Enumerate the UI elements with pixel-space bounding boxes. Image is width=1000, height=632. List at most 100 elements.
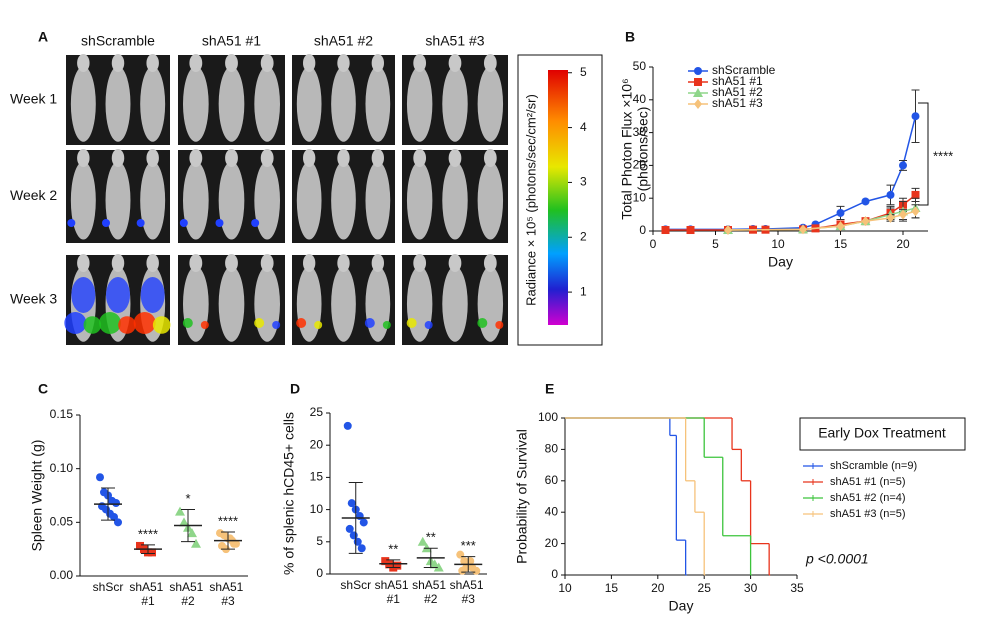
x-tick-label: 10 xyxy=(558,581,572,595)
sd-bar xyxy=(461,556,476,573)
mouse-head xyxy=(225,254,238,272)
x-tick-label: 5 xyxy=(712,237,719,251)
x-tick-label: 20 xyxy=(896,237,910,251)
annotation: p <0.0001 xyxy=(805,551,869,567)
column-header: shA51 #1 xyxy=(202,33,261,49)
marker xyxy=(175,506,185,516)
signal xyxy=(296,318,307,328)
mouse-head xyxy=(77,54,90,72)
colorbar-tick-label: 2 xyxy=(580,229,587,243)
signal xyxy=(314,321,323,329)
y-tick-label: 0.05 xyxy=(50,515,74,529)
row-header: Week 1 xyxy=(10,91,57,107)
marker xyxy=(187,528,197,538)
mouse-head xyxy=(302,149,316,167)
y-tick-label: 100 xyxy=(538,410,558,424)
y-tick-label: 20 xyxy=(545,536,559,550)
sd-bar xyxy=(221,531,235,550)
x-tick-label: shA51 #1 xyxy=(375,578,412,606)
mouse xyxy=(182,266,209,342)
y-tick-label: 5 xyxy=(316,534,323,548)
mouse-head xyxy=(371,149,385,167)
marker xyxy=(433,562,444,572)
y-axis-title: % of splenic hCD45+ cells xyxy=(281,412,297,575)
signal xyxy=(215,219,224,227)
signal xyxy=(102,219,110,227)
x-tick-label: shA51 #3 xyxy=(450,578,487,606)
mouse-head xyxy=(260,254,274,272)
fit-line xyxy=(665,194,916,231)
signal xyxy=(495,321,504,329)
marker xyxy=(345,524,354,533)
mouse xyxy=(477,66,504,142)
colorbar-label: Radiance × 10⁵ (photons/sec/cm²/sr) xyxy=(523,94,538,306)
mouse xyxy=(70,161,96,240)
colorbar-tick-label: 1 xyxy=(580,284,587,298)
mouse-head xyxy=(302,254,316,272)
mouse-head xyxy=(371,254,385,272)
mouse xyxy=(182,66,209,142)
marker xyxy=(799,224,807,235)
x-tick-label: shScr xyxy=(340,578,371,592)
x-tick-label: 0 xyxy=(650,237,657,251)
mouse-head xyxy=(413,54,427,72)
mouse xyxy=(365,266,391,342)
y-tick-label: 0.10 xyxy=(50,461,74,475)
column-header: shA51 #2 xyxy=(314,33,373,49)
legend-label: shA51 #2 (n=4) xyxy=(830,492,906,504)
mouse-head xyxy=(146,254,159,272)
marker xyxy=(836,221,845,232)
mouse xyxy=(296,66,322,142)
signal xyxy=(477,318,488,328)
y-axis-title: Probability of Survival xyxy=(514,429,530,564)
signal xyxy=(136,219,145,227)
y-axis-title: Spleen Weight (g) xyxy=(29,440,45,552)
mouse xyxy=(331,66,356,142)
signal xyxy=(254,318,265,328)
mouse xyxy=(140,161,166,240)
y-tick-label: 50 xyxy=(633,59,647,73)
fit-line xyxy=(665,116,917,231)
x-axis-title: Day xyxy=(669,598,694,614)
panel-label: B xyxy=(625,29,635,45)
mouse-head xyxy=(189,149,203,167)
mouse xyxy=(218,66,245,142)
legend-label: shA51 #1 (n=5) xyxy=(830,476,906,488)
marker xyxy=(899,161,907,170)
marker xyxy=(899,209,907,220)
y-tick-label: 0.00 xyxy=(50,568,74,582)
sd-bar xyxy=(141,544,155,554)
legend-title: Early Dox Treatment xyxy=(818,425,946,441)
significance: *** xyxy=(461,538,476,553)
signal xyxy=(71,277,96,313)
significance: ** xyxy=(426,530,436,545)
x-tick-label: 35 xyxy=(790,581,804,595)
marker xyxy=(836,208,845,217)
marker xyxy=(114,518,122,527)
marker xyxy=(393,561,402,570)
mouse xyxy=(442,66,468,142)
mouse xyxy=(254,66,281,142)
sd-bar xyxy=(386,559,401,569)
column-header: shScramble xyxy=(81,33,155,49)
legend-label: shA51 #2 xyxy=(712,85,763,99)
signal xyxy=(182,318,193,328)
marker xyxy=(693,88,703,97)
legend-label: shScramble (n=9) xyxy=(830,460,917,472)
significance: **** xyxy=(138,526,158,541)
marker xyxy=(686,226,695,235)
significance-bracket xyxy=(918,102,929,206)
signal xyxy=(67,219,76,227)
mouse-head xyxy=(111,254,125,272)
panel-label: D xyxy=(290,381,300,397)
marker xyxy=(661,226,670,235)
x-tick-label: shA51 #2 xyxy=(412,578,449,606)
marker xyxy=(359,518,368,527)
y-tick-label: 25 xyxy=(310,405,324,419)
y-tick-label: 60 xyxy=(545,473,559,487)
mouse-head xyxy=(225,149,238,167)
marker xyxy=(148,548,156,557)
x-tick-label: shScr xyxy=(93,580,124,594)
x-tick-label: shA51 #3 xyxy=(209,580,246,608)
mouse-head xyxy=(448,54,462,72)
